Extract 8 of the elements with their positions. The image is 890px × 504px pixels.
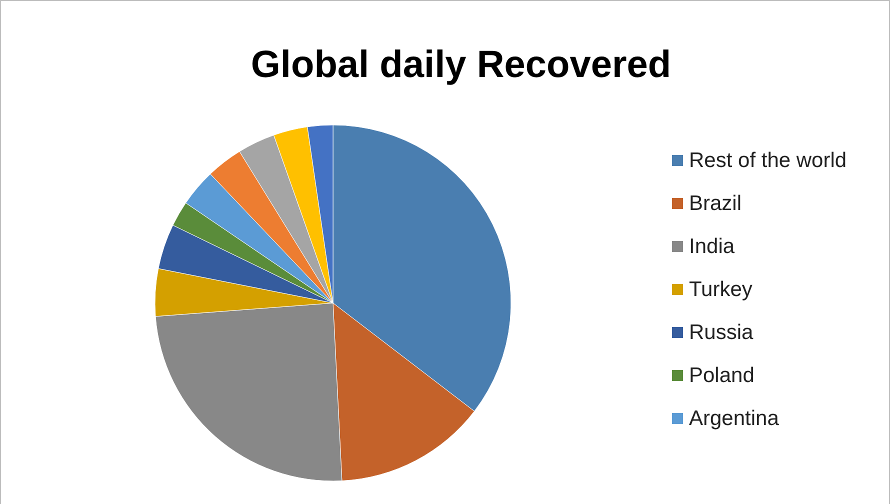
legend-label: Brazil [689,192,742,215]
legend-label: Turkey [689,278,753,301]
legend-label: Rest of the world [689,149,847,172]
legend-label: Poland [689,364,754,387]
legend-label: Russia [689,321,754,344]
legend-label: Argentina [689,407,780,430]
legend-label: India [689,235,735,258]
chart-title: Global daily Recovered [250,44,672,86]
